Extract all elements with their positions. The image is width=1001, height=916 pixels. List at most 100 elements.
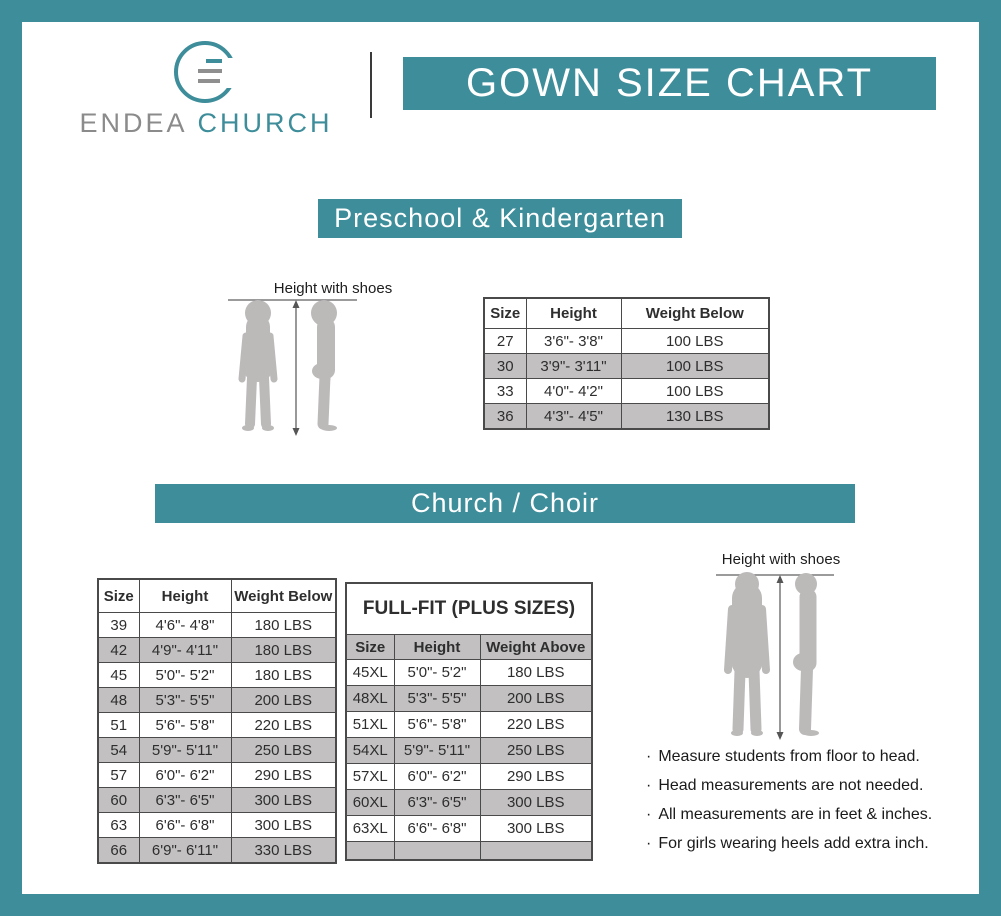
table-cell: 220 LBS xyxy=(230,712,337,738)
column-header: Height xyxy=(525,297,622,329)
table-cell: 4'9"- 4'11" xyxy=(138,637,232,663)
brand-wordmark: ENDEA CHURCH xyxy=(66,108,346,139)
table-row xyxy=(345,841,593,861)
table-row: 57 6'0"- 6'2" 290 LBS xyxy=(97,762,337,788)
church-section-banner: Church / Choir xyxy=(155,484,855,523)
measure-arrow xyxy=(776,575,784,740)
table-cell: 6'6"- 6'8" xyxy=(393,815,481,842)
table-cell: 180 LBS xyxy=(230,662,337,688)
table-cell: 45 xyxy=(97,662,140,688)
table-cell: 300 LBS xyxy=(479,789,593,816)
table-cell: 180 LBS xyxy=(479,659,593,686)
table-cell: 300 LBS xyxy=(230,787,337,813)
table-cell: 6'9"- 6'11" xyxy=(138,837,232,864)
table-cell: 30 xyxy=(483,353,527,379)
column-header: Size xyxy=(483,297,527,329)
table-row: 33 4'0"- 4'2" 100 LBS xyxy=(483,378,770,404)
column-header: Weight Below xyxy=(230,578,337,613)
table-cell: 5'6"- 5'8" xyxy=(138,712,232,738)
table-cell: 51 xyxy=(97,712,140,738)
table-header-row: Size Height Weight Below xyxy=(97,578,337,613)
table-cell: 3'9"- 3'11" xyxy=(525,353,622,379)
table-cell: 5'3"- 5'5" xyxy=(393,685,481,712)
table-cell: 4'0"- 4'2" xyxy=(525,378,622,404)
note-item: · Measure students from floor to head. xyxy=(646,748,986,766)
column-header: Size xyxy=(97,578,140,613)
table-cell: 290 LBS xyxy=(230,762,337,788)
table-row: 48XL 5'3"- 5'5" 200 LBS xyxy=(345,685,593,712)
table-row: 57XL 6'0"- 6'2" 290 LBS xyxy=(345,763,593,790)
child-silhouette-side xyxy=(311,300,337,431)
table-cell: 130 LBS xyxy=(620,403,770,430)
table-cell: 5'0"- 5'2" xyxy=(393,659,481,686)
table-cell: 330 LBS xyxy=(230,837,337,864)
table-row: 63 6'6"- 6'8" 300 LBS xyxy=(97,812,337,838)
preschool-size-table: Size Height Weight Below 27 3'6"- 3'8" 100 LB… xyxy=(483,297,770,430)
preschool-figure-label: Height with shoes xyxy=(273,280,393,297)
table-row: 36 4'3"- 4'5" 130 LBS xyxy=(483,403,770,430)
bullet-dot: · xyxy=(646,835,652,852)
table-row: 42 4'9"- 4'11" 180 LBS xyxy=(97,637,337,663)
table-cell: 54XL xyxy=(345,737,395,764)
table-cell: 33 xyxy=(483,378,527,404)
adult-silhouette-side xyxy=(793,573,819,736)
table-cell: 27 xyxy=(483,328,527,354)
table-cell: 63XL xyxy=(345,815,395,842)
table-cell: 63 xyxy=(97,812,140,838)
note-item: · For girls wearing heels add extra inch. xyxy=(646,835,986,853)
table-cell: 57XL xyxy=(345,763,395,790)
child-silhouette-front xyxy=(238,300,278,431)
table-row: 63XL 6'6"- 6'8" 300 LBS xyxy=(345,815,593,842)
table-cell: 3'6"- 3'8" xyxy=(525,328,622,354)
table-row: 66 6'9"- 6'11" 330 LBS xyxy=(97,837,337,864)
table-cell: 200 LBS xyxy=(479,685,593,712)
table-row: 60XL 6'3"- 6'5" 300 LBS xyxy=(345,789,593,816)
brand-word-endea: ENDEA xyxy=(79,108,188,138)
bullet-dot: · xyxy=(646,806,652,823)
plus-table-title: FULL-FIT (PLUS SIZES) xyxy=(345,582,593,635)
table-row: 54 5'9"- 5'11" 250 LBS xyxy=(97,737,337,763)
table-cell: 6'0"- 6'2" xyxy=(138,762,232,788)
table-row: 39 4'6"- 4'8" 180 LBS xyxy=(97,612,337,638)
table-cell: 100 LBS xyxy=(620,378,770,404)
table-cell xyxy=(393,841,481,861)
column-header: Height xyxy=(393,634,481,660)
table-row: 30 3'9"- 3'11" 100 LBS xyxy=(483,353,770,379)
table-cell: 290 LBS xyxy=(479,763,593,790)
page-title-banner: GOWN SIZE CHART xyxy=(403,57,936,110)
measurement-notes: · Measure students from floor to head. · He… xyxy=(646,748,986,864)
circle-g-monogram-icon xyxy=(174,41,238,103)
full-fit-plus-size-table: FULL-FIT (PLUS SIZES) Size Height Weight Ab… xyxy=(345,582,593,861)
table-row: 51XL 5'6"- 5'8" 220 LBS xyxy=(345,711,593,738)
table-row: 27 3'6"- 3'8" 100 LBS xyxy=(483,328,770,354)
column-header: Weight Above xyxy=(479,634,593,660)
table-cell: 5'3"- 5'5" xyxy=(138,687,232,713)
bullet-dot: · xyxy=(646,777,652,794)
column-header: Weight Below xyxy=(620,297,770,329)
table-cell: 6'3"- 6'5" xyxy=(393,789,481,816)
table-cell: 300 LBS xyxy=(479,815,593,842)
table-cell: 45XL xyxy=(345,659,395,686)
note-text: Measure students from floor to head. xyxy=(658,748,920,765)
table-cell: 5'9"- 5'11" xyxy=(138,737,232,763)
table-cell: 60XL xyxy=(345,789,395,816)
table-row: 60 6'3"- 6'5" 300 LBS xyxy=(97,787,337,813)
table-row: 48 5'3"- 5'5" 200 LBS xyxy=(97,687,337,713)
adult-silhouette-front xyxy=(724,572,770,736)
header-divider-line xyxy=(370,52,372,118)
table-cell: 39 xyxy=(97,612,140,638)
note-text: Head measurements are not needed. xyxy=(658,777,924,794)
table-cell: 51XL xyxy=(345,711,395,738)
table-header-row: Size Height Weight Above xyxy=(345,634,593,660)
table-header-row: Size Height Weight Below xyxy=(483,297,770,329)
table-cell: 4'6"- 4'8" xyxy=(138,612,232,638)
table-cell: 220 LBS xyxy=(479,711,593,738)
table-row: 45 5'0"- 5'2" 180 LBS xyxy=(97,662,337,688)
table-cell: 250 LBS xyxy=(230,737,337,763)
note-item: · All measurements are in feet & inches. xyxy=(646,806,986,824)
church-size-table: Size Height Weight Below 39 4'6"- 4'8" 180 LB… xyxy=(97,578,337,864)
table-cell: 4'3"- 4'5" xyxy=(525,403,622,430)
bullet-dot: · xyxy=(646,748,652,765)
table-cell: 5'0"- 5'2" xyxy=(138,662,232,688)
table-row: 51 5'6"- 5'8" 220 LBS xyxy=(97,712,337,738)
